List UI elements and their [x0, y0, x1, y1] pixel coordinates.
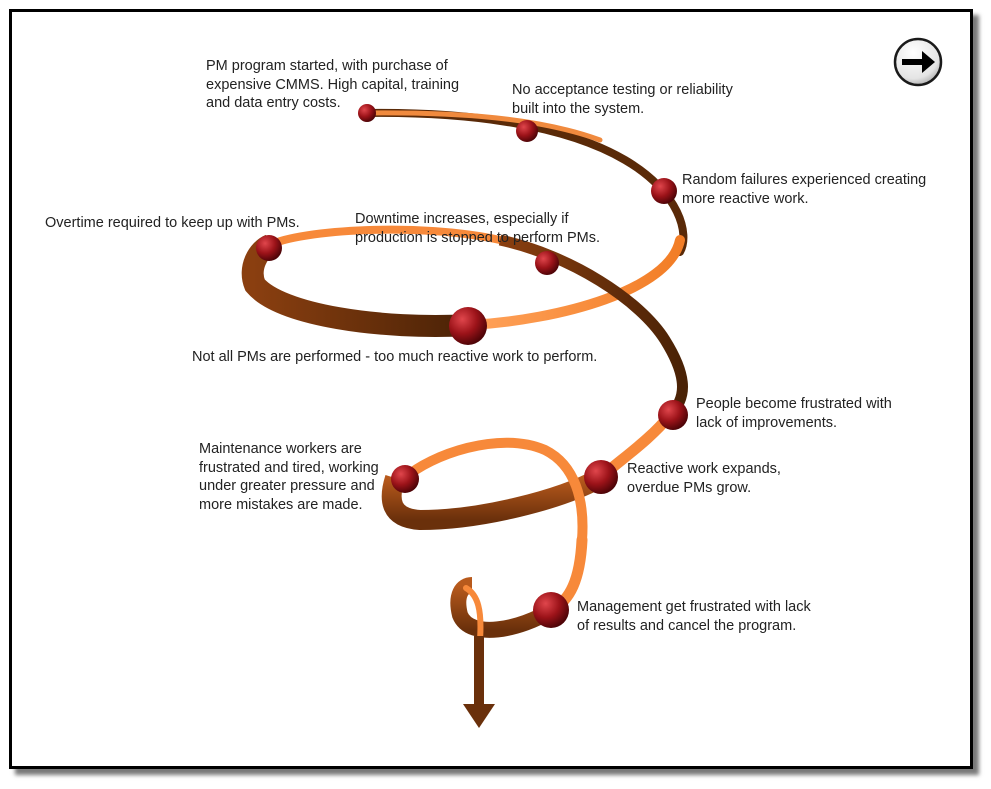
- step-label-2: No acceptance testing or reliability bui…: [512, 82, 733, 117]
- node-s2: [516, 120, 538, 142]
- step-label-3: Random failures experienced creating mor…: [682, 172, 927, 207]
- step-label-9: Maintenance workers are frustrated and t…: [199, 441, 379, 513]
- spiral-ribbon: [241, 108, 688, 643]
- next-button[interactable]: [893, 37, 943, 87]
- node-s9: [391, 465, 419, 493]
- step-label-1: PM program started, with purchase of exp…: [206, 58, 460, 111]
- step-label-4: Downtime increases, especially if produc…: [355, 211, 601, 246]
- step-label-8: Reactive work expands, overdue PMs grow.: [627, 461, 781, 496]
- node-s7: [658, 400, 688, 430]
- spiral-nodes: [256, 104, 688, 628]
- node-s10: [533, 592, 569, 628]
- downward-arrow: [463, 636, 495, 728]
- step-label-10: Management get frustrated with lack of r…: [577, 599, 811, 634]
- arrow-right-icon: [893, 37, 943, 87]
- diagram-frame: [9, 9, 973, 769]
- step-label-6: Not all PMs are performed - too much rea…: [192, 349, 598, 365]
- node-s6: [449, 307, 487, 345]
- node-s4: [535, 251, 559, 275]
- node-s5: [256, 235, 282, 261]
- node-s3: [651, 178, 677, 204]
- node-s1: [358, 104, 376, 122]
- step-label-7: People become frustrated with lack of im…: [696, 396, 892, 431]
- node-s8: [584, 460, 618, 494]
- step-label-5: Overtime required to keep up with PMs.: [45, 215, 300, 231]
